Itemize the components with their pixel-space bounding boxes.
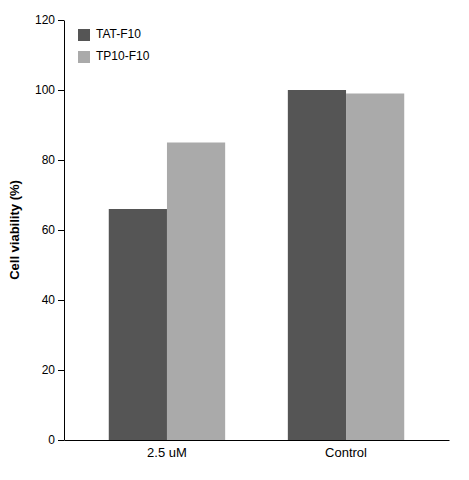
tick-label: 40: [42, 293, 56, 307]
tick-label: 2.5 uM: [147, 445, 187, 460]
y-axis-title: Cell viability (%): [7, 180, 22, 280]
tick: 100: [35, 83, 64, 97]
legend-background: [70, 20, 157, 72]
legend-swatch: [78, 51, 90, 63]
legend-swatch: [78, 29, 90, 41]
tick: 120: [35, 13, 64, 27]
bar: [167, 143, 225, 441]
tick: 40: [42, 293, 64, 307]
tick-mark: [58, 160, 64, 161]
tick-mark: [58, 20, 64, 21]
tick-label: 80: [42, 153, 56, 167]
tick-mark: [58, 300, 64, 301]
tick: 20: [42, 363, 64, 377]
tick-label: 20: [42, 363, 56, 377]
tick-label: 100: [35, 83, 55, 97]
bars: [109, 90, 404, 440]
axis-line: [65, 440, 450, 441]
tick-mark: [58, 370, 64, 371]
tick: 2.5 uM: [147, 445, 187, 460]
legend: TAT-F10 TP10-F10: [70, 20, 157, 72]
legend-label: TAT-F10: [96, 27, 141, 41]
tick-mark: [58, 90, 64, 91]
bar: [288, 90, 346, 440]
bar: [109, 209, 167, 440]
bar: [346, 94, 404, 441]
tick: 0: [48, 433, 64, 447]
x-axis: 2.5 uM Control: [65, 441, 450, 461]
tick-label: 60: [42, 223, 56, 237]
plot: 0 20 40 60 80 100 120 2.5 uM Control TAT-F10 TP10-…: [35, 13, 450, 460]
legend-item: TP10-F10: [78, 49, 150, 63]
axis-line: [64, 21, 65, 441]
tick: 60: [42, 223, 64, 237]
tick-label: 0: [48, 433, 55, 447]
legend-label: TP10-F10: [96, 49, 150, 63]
tick-label: Control: [325, 445, 367, 460]
chart: 0 20 40 60 80 100 120 2.5 uM Control TAT-F10 TP10-…: [0, 0, 469, 480]
tick-mark: [58, 230, 64, 231]
tick: 80: [42, 153, 64, 167]
tick-label: 120: [35, 13, 55, 27]
tick: Control: [325, 445, 367, 460]
tick-mark: [58, 440, 64, 441]
legend-item: TAT-F10: [78, 27, 141, 41]
y-axis: 0 20 40 60 80 100 120: [35, 13, 65, 447]
